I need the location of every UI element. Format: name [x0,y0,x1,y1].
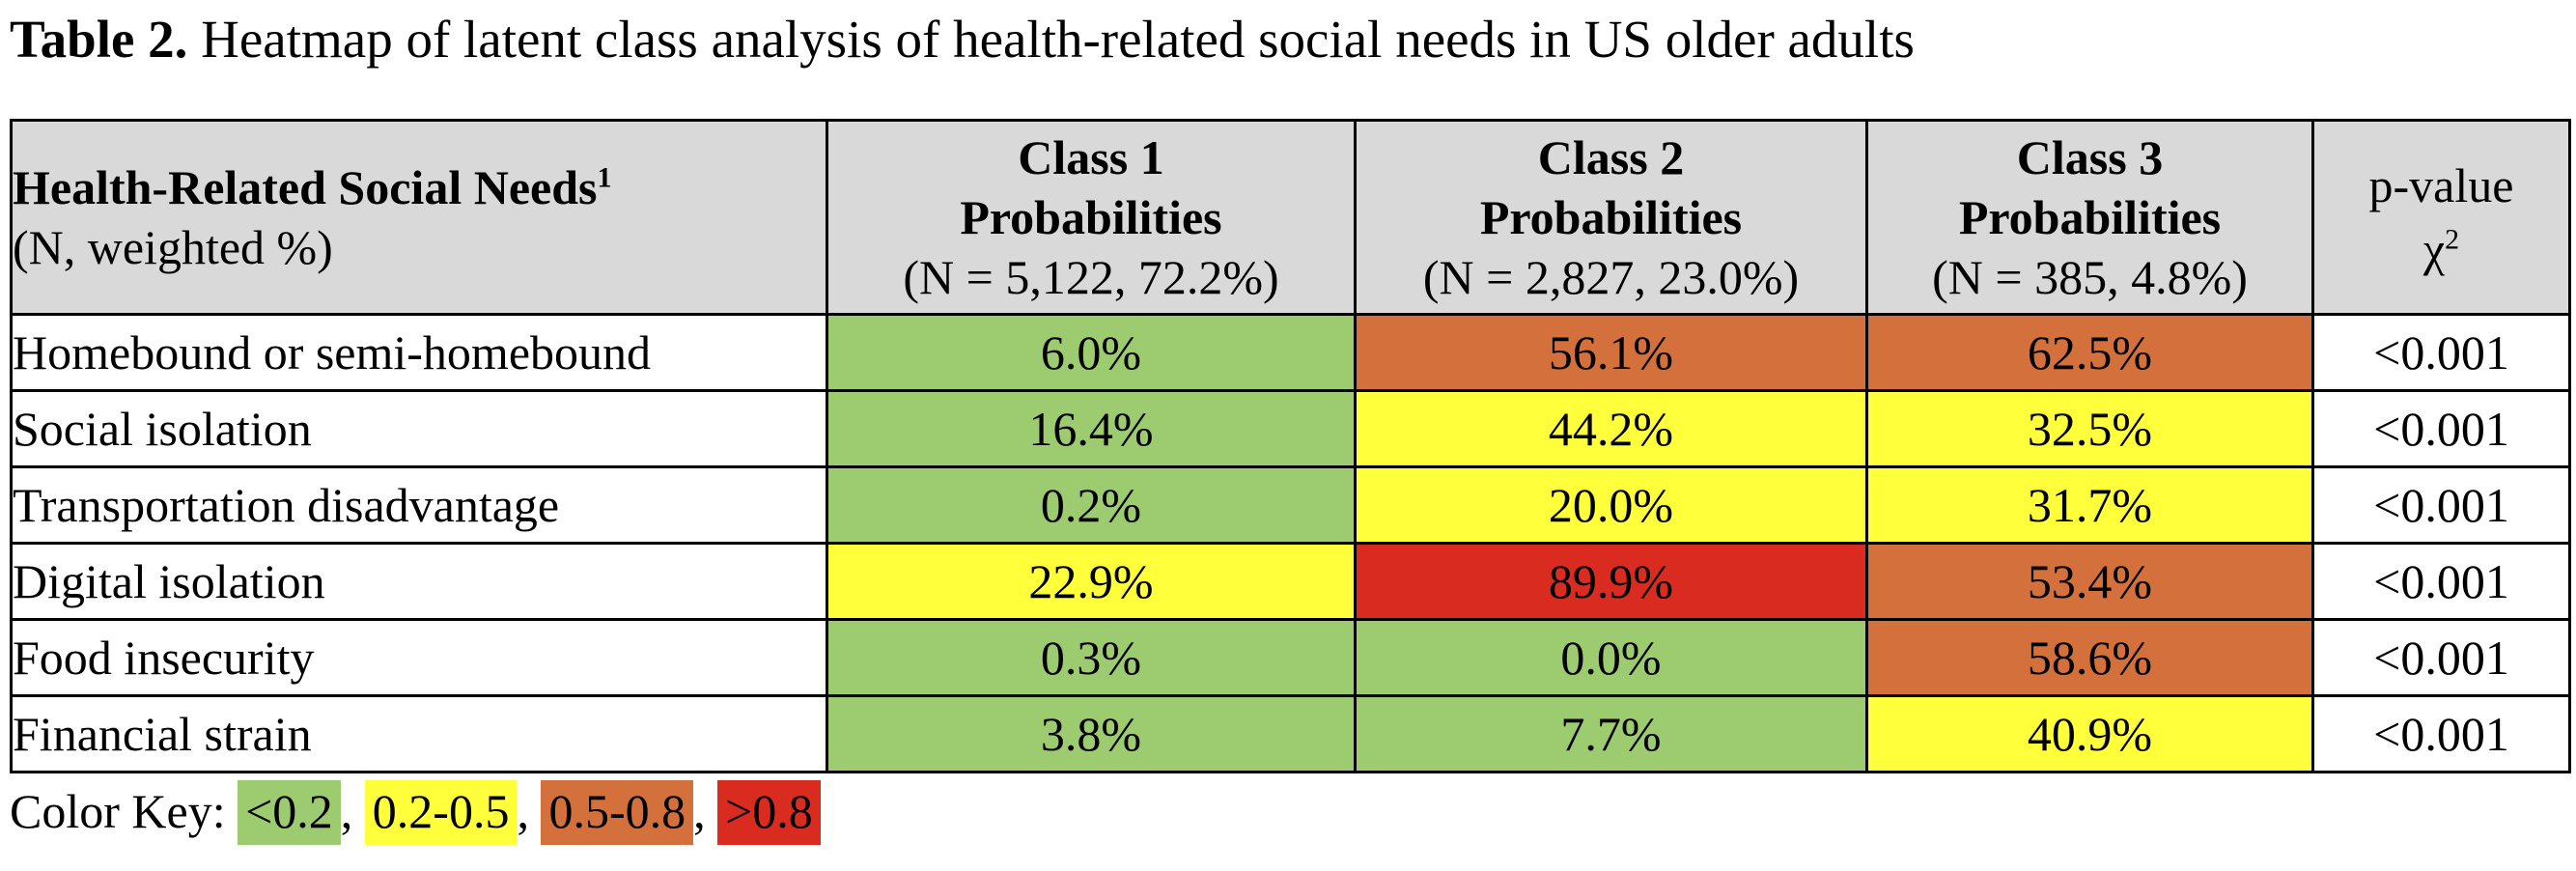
color-key-label: Color Key: [10,784,238,838]
table-row-homebound: Homebound or semi-homebound 6.0% 56.1% 6… [10,313,2571,392]
row-label: Social isolation [10,389,828,468]
class2-n: (N = 2,827, 23.0%) [1422,250,1800,304]
table-caption-number: Table 2. [10,10,188,69]
color-key-separator: , [517,784,542,838]
table-row-transportation: Transportation disadvantage 0.2% 20.0% 3… [10,465,2571,545]
row-label: Transportation disadvantage [10,465,828,545]
heatmap-cell: 62.5% [1865,313,2314,392]
column-header-class1: Class 1 Probabilities (N = 5,122, 72.2%) [826,119,1357,316]
table-row-digital-isolation: Digital isolation 22.9% 89.9% 53.4% <0.0… [10,542,2571,621]
class1-title: Class 1 [1018,130,1164,184]
needs-footnote-marker: 1 [597,161,612,194]
color-key-swatch-yellow: 0.2-0.5 [364,780,518,845]
needs-header-subtitle: (N, weighted %) [13,220,333,274]
heatmap-cell: 0.0% [1354,618,1868,697]
heatmap-cell: 0.3% [826,618,1357,697]
class3-n: (N = 385, 4.8%) [1932,250,2248,304]
heatmap-cell: 6.0% [826,313,1357,392]
heatmap-cell: 31.7% [1865,465,2314,545]
class1-n: (N = 5,122, 72.2%) [903,250,1279,304]
pvalue-cell: <0.001 [2311,542,2571,621]
heatmap-cell: 58.6% [1865,618,2314,697]
pvalue-cell: <0.001 [2311,465,2571,545]
class2-subtitle: Probabilities [1479,190,1743,244]
heatmap-cell: 40.9% [1865,694,2314,773]
row-label: Food insecurity [10,618,828,697]
heatmap-cell: 32.5% [1865,389,2314,468]
color-key-swatch-orange: 0.5-0.8 [541,780,694,845]
pvalue-cell: <0.001 [2311,389,2571,468]
row-label: Financial strain [10,694,828,773]
pvalue-cell: <0.001 [2311,313,2571,392]
header-row: Health-Related Social Needs1 (N, weighte… [10,119,2571,316]
needs-header-title: Health-Related Social Needs [13,160,598,214]
row-label: Digital isolation [10,542,828,621]
pvalue-cell: <0.001 [2311,618,2571,697]
color-key-swatch-green: <0.2 [238,780,341,845]
color-key: Color Key: <0.2, 0.2-0.5, 0.5-0.8, >0.8 [10,780,2576,845]
heatmap-cell: 7.7% [1354,694,1868,773]
class1-subtitle: Probabilities [960,190,1222,244]
chi-squared-symbol: χ2 [2422,222,2460,276]
heatmap-cell: 53.4% [1865,542,2314,621]
heatmap-cell: 0.2% [826,465,1357,545]
heatmap-cell: 16.4% [826,389,1357,468]
heatmap-cell: 20.0% [1354,465,1868,545]
column-header-pvalue: p-value χ2 [2311,119,2571,316]
color-key-swatch-red: >0.8 [717,780,821,845]
heatmap-table: Health-Related Social Needs1 (N, weighte… [10,119,2571,773]
class3-subtitle: Probabilities [1958,190,2222,244]
color-key-separator: , [693,784,718,838]
row-label: Homebound or semi-homebound [10,313,828,392]
color-key-separator: , [340,784,365,838]
table-row-financial-strain: Financial strain 3.8% 7.7% 40.9% <0.001 [10,694,2571,773]
pvalue-header-label: p-value [2368,158,2514,212]
heatmap-cell: 3.8% [826,694,1357,773]
class3-title: Class 3 [2016,130,2164,184]
pvalue-cell: <0.001 [2311,694,2571,773]
table-row-food-insecurity: Food insecurity 0.3% 0.0% 58.6% <0.001 [10,618,2571,697]
heatmap-cell: 89.9% [1354,542,1868,621]
column-header-class3: Class 3 Probabilities (N = 385, 4.8%) [1865,119,2314,316]
table-caption-text: Heatmap of latent class analysis of heal… [187,10,1915,69]
heatmap-cell: 44.2% [1354,389,1868,468]
column-header-class2: Class 2 Probabilities (N = 2,827, 23.0%) [1354,119,1868,316]
heatmap-cell: 56.1% [1354,313,1868,392]
table-caption: Table 2. Heatmap of latent class analysi… [10,8,2576,71]
class2-title: Class 2 [1537,130,1685,184]
column-header-needs: Health-Related Social Needs1 (N, weighte… [10,119,828,316]
heatmap-cell: 22.9% [826,542,1357,621]
table-row-social-isolation: Social isolation 16.4% 44.2% 32.5% <0.00… [10,389,2571,468]
